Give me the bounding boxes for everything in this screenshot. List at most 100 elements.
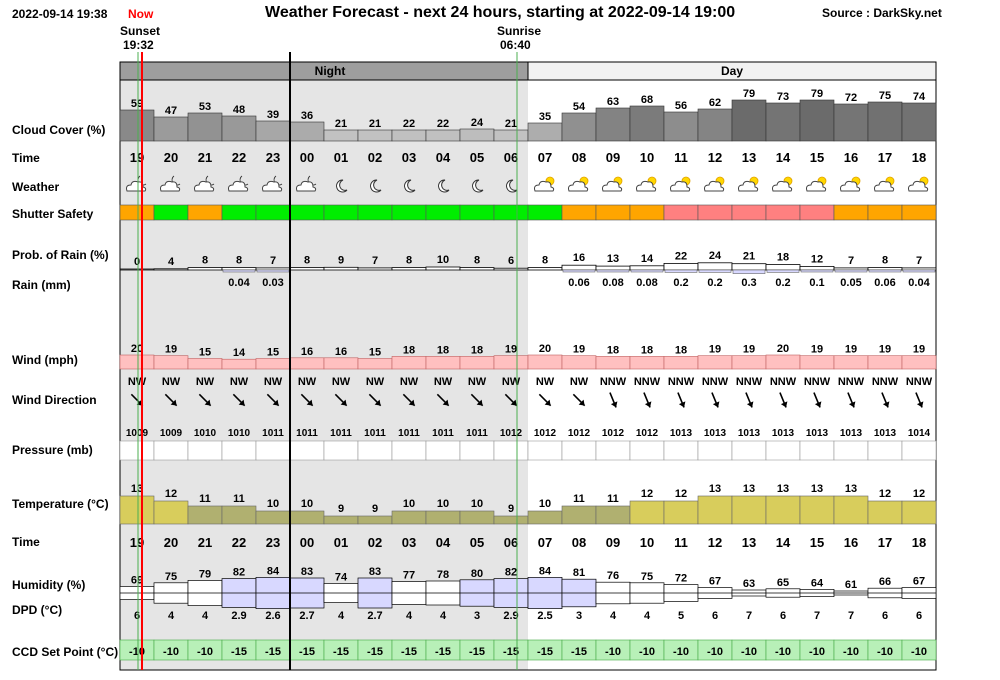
rain-value: 0.06 — [874, 277, 895, 289]
pressure-cell — [629, 440, 665, 461]
pressure-cell — [561, 440, 597, 461]
cloud-bar — [289, 121, 325, 142]
pressure-value: 1011 — [466, 428, 488, 439]
chart-title: Weather Forecast - next 24 hours, starti… — [265, 4, 736, 21]
dpd-value: 4 — [644, 610, 651, 622]
prob-rain-value: 18 — [777, 252, 789, 264]
ccd-value: -15 — [469, 646, 485, 658]
time-label-bottom: 17 — [878, 535, 892, 550]
shutter-cell — [833, 204, 869, 221]
time-label: 14 — [776, 150, 791, 165]
prob-rain-value: 7 — [270, 255, 276, 267]
pressure-cell — [255, 440, 291, 461]
wind-bar — [799, 355, 835, 370]
cloud-bar — [731, 99, 767, 142]
humidity-value: 82 — [233, 567, 245, 579]
time-label: 12 — [708, 150, 722, 165]
wind-bar — [357, 358, 393, 370]
cloud-bar — [323, 129, 359, 142]
temperature-value: 13 — [811, 483, 823, 495]
cloud-value: 54 — [573, 101, 586, 113]
temperature-bar — [119, 495, 155, 525]
temperature-value: 10 — [301, 498, 313, 510]
wind-arrow-icon — [779, 392, 788, 408]
time-label-bottom: 13 — [742, 535, 756, 550]
wind-value: 19 — [505, 344, 517, 356]
cloud-bar — [459, 128, 495, 142]
dpd-value: 2.9 — [231, 610, 246, 622]
dpd-value: 7 — [746, 610, 752, 622]
time-label: 04 — [436, 150, 451, 165]
ccd-value: -15 — [333, 646, 349, 658]
wind-arrow-icon — [368, 393, 382, 407]
temperature-bar — [425, 510, 461, 525]
rain-bar — [562, 269, 596, 273]
wind-direction-label: NW — [332, 376, 351, 388]
cloud-bar — [697, 108, 733, 142]
dpd-value: 6 — [916, 610, 922, 622]
rain-value: 0.08 — [636, 277, 657, 289]
cloud-value: 79 — [811, 88, 823, 100]
label-weather: Weather — [12, 180, 60, 194]
rain-bar — [800, 269, 834, 273]
temperature-bar — [595, 505, 631, 525]
cloud-bar — [833, 103, 869, 142]
temperature-bar — [561, 505, 597, 525]
wind-bar — [833, 355, 869, 370]
ccd-value: -10 — [809, 646, 825, 658]
pressure-cell — [901, 440, 937, 461]
partly-cloudy-day-icon — [908, 176, 929, 192]
pressure-value: 1012 — [500, 428, 523, 439]
temperature-bar — [867, 500, 903, 525]
shutter-cell — [663, 204, 699, 221]
wind-bar — [731, 355, 767, 370]
prob-rain-value: 21 — [743, 251, 755, 263]
time-label-bottom: 04 — [436, 535, 451, 550]
temperature-bar — [493, 515, 529, 525]
pressure-cell — [833, 440, 869, 461]
pressure-value: 1013 — [704, 428, 727, 439]
shutter-cell — [357, 204, 393, 221]
shutter-cell — [901, 204, 937, 221]
rain-value: 0.08 — [602, 277, 623, 289]
prob-rain-value: 7 — [916, 255, 922, 267]
shutter-cell — [731, 204, 767, 221]
ccd-cell — [901, 639, 937, 661]
time-label-bottom: 01 — [334, 535, 348, 550]
time-label-bottom: 10 — [640, 535, 654, 550]
prob-rain-bar — [187, 267, 223, 271]
cloud-value: 63 — [607, 96, 619, 108]
pressure-value: 1011 — [432, 428, 454, 439]
wind-value: 15 — [199, 347, 211, 359]
label-time: Time — [12, 151, 40, 165]
wind-direction-label: NW — [298, 376, 317, 388]
wind-value: 19 — [743, 344, 755, 356]
humidity-value: 74 — [335, 571, 348, 583]
dpd-value: 2.7 — [367, 610, 382, 622]
wind-direction-label: NW — [570, 376, 589, 388]
dpd-value: 4 — [610, 610, 617, 622]
cloud-bar — [629, 105, 665, 142]
temperature-bar — [799, 495, 835, 525]
time-label: 05 — [470, 150, 484, 165]
label-rain: Rain (mm) — [12, 278, 71, 292]
wind-value: 15 — [267, 347, 279, 359]
cloud-value: 53 — [199, 101, 211, 113]
pressure-value: 1012 — [602, 428, 625, 439]
wind-arrow-icon — [334, 393, 348, 407]
time-label: 19 — [130, 150, 144, 165]
night-partly-cloudy-icon — [262, 175, 283, 192]
wind-value: 20 — [777, 343, 789, 355]
ccd-value: -15 — [401, 646, 417, 658]
cloud-value: 39 — [267, 109, 279, 121]
cloud-value: 74 — [913, 91, 926, 103]
night-partly-cloudy-icon — [228, 175, 249, 192]
ccd-value: -10 — [639, 646, 655, 658]
shutter-cell — [697, 204, 733, 221]
wind-arrow-icon — [915, 392, 924, 408]
wind-direction-label: NW — [230, 376, 249, 388]
label-wind: Wind (mph) — [12, 353, 78, 367]
time-label-bottom: 14 — [776, 535, 791, 550]
prob-rain-bar — [255, 267, 291, 271]
partly-cloudy-day-icon — [704, 176, 725, 192]
